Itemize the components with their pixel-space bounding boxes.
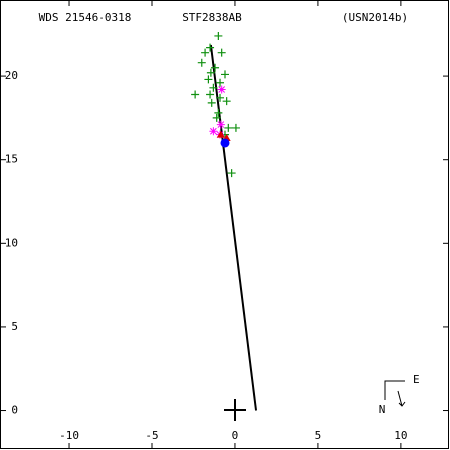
star-point (217, 85, 226, 94)
x-tick-label: 10 (394, 429, 407, 442)
plus-point (206, 90, 215, 99)
compass-east: E (413, 373, 420, 386)
plus-point (191, 90, 200, 99)
plus-point (222, 97, 231, 106)
plus-point (217, 48, 226, 57)
plus-point (214, 31, 223, 40)
y-tick-label: 20 (5, 69, 18, 82)
plus-point (216, 93, 225, 102)
triangle-point (216, 130, 225, 138)
plus-point (206, 43, 215, 52)
orbit-line (209, 44, 258, 411)
plus-point (209, 83, 218, 92)
y-tick-label: 15 (5, 153, 18, 166)
plus-point (206, 68, 215, 77)
chart-title: STF2838AB (182, 11, 242, 24)
plus-point (201, 48, 210, 57)
plus-point (227, 169, 236, 178)
plus-point (211, 63, 220, 72)
star-point (209, 127, 218, 136)
x-tick-label: -10 (59, 429, 79, 442)
plus-point (216, 78, 225, 87)
dot-point (220, 138, 230, 148)
compass-north: N (379, 403, 386, 416)
y-tick-label: 5 (11, 320, 18, 333)
compass (384, 380, 406, 407)
plus-point (204, 75, 213, 84)
plus-point (214, 108, 223, 117)
plus-point (197, 58, 206, 67)
reference: (USN2014b) (342, 11, 408, 24)
plus-point (207, 98, 216, 107)
plus-point (212, 113, 221, 122)
plus-point (231, 123, 240, 132)
plus-point (224, 123, 233, 132)
x-tick-label: -5 (145, 429, 158, 442)
star-point (216, 120, 225, 129)
plus-point (220, 70, 229, 79)
wds-id: WDS 21546-0318 (39, 11, 132, 24)
y-tick-label: 10 (5, 236, 18, 249)
y-tick-label: 0 (11, 404, 18, 417)
x-tick-label: 0 (232, 429, 239, 442)
primary-star (224, 399, 246, 421)
x-tick-label: 5 (315, 429, 322, 442)
